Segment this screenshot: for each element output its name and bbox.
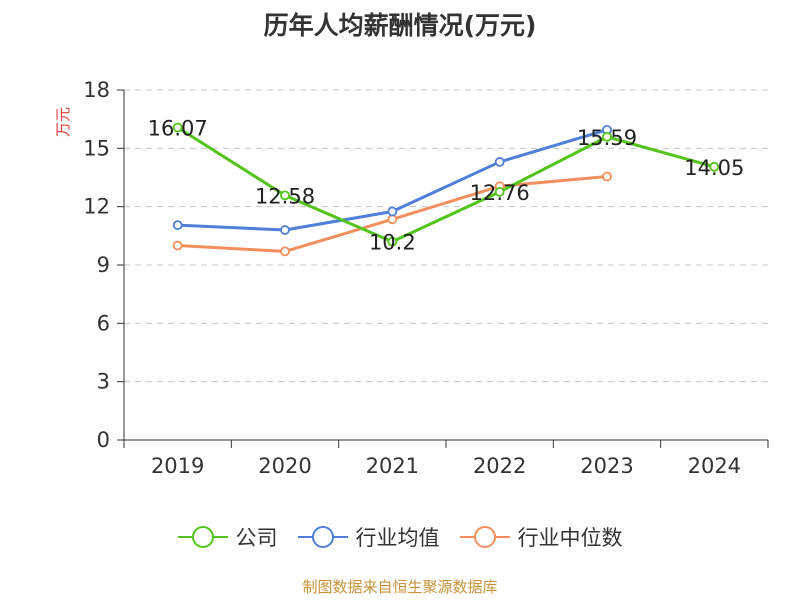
data-point-series-0 bbox=[280, 190, 290, 201]
legend-label-industry-mean: 行业均值 bbox=[355, 526, 440, 550]
legend-swatch-industry-median bbox=[459, 523, 510, 551]
data-label: 15.59 bbox=[577, 126, 637, 150]
y-tick-label: 3 bbox=[97, 370, 110, 394]
data-point-series-0 bbox=[387, 236, 398, 247]
legend-label-company: 公司 bbox=[235, 526, 278, 550]
y-tick-label: 9 bbox=[97, 253, 110, 277]
data-label: 10.2 bbox=[369, 231, 416, 255]
y-tick-label: 6 bbox=[97, 311, 110, 335]
y-axis-label: 万元 bbox=[54, 107, 72, 137]
data-point-series-1 bbox=[172, 220, 183, 231]
legend-item-industry-mean[interactable]: 行业均值 bbox=[297, 522, 440, 552]
legend-dot-industry-mean bbox=[311, 526, 334, 548]
series-line-0 bbox=[176, 126, 716, 244]
x-tick-label: 2024 bbox=[688, 454, 741, 478]
data-label: 12.76 bbox=[470, 181, 530, 205]
x-tick-label: 2022 bbox=[473, 454, 526, 478]
x-tick-label: 2019 bbox=[151, 454, 204, 478]
legend-dot-industry-median bbox=[473, 526, 496, 548]
data-label: 12.58 bbox=[255, 184, 315, 208]
data-point-series-1 bbox=[280, 225, 290, 235]
y-tick-label: 15 bbox=[83, 136, 110, 160]
legend-label-industry-median: 行业中位数 bbox=[517, 526, 623, 550]
x-tick-label: 2020 bbox=[258, 454, 311, 478]
x-tick-label: 2021 bbox=[366, 454, 419, 478]
y-tick-label: 12 bbox=[83, 195, 110, 219]
data-label: 14.05 bbox=[684, 156, 744, 180]
data-point-series-2 bbox=[387, 214, 398, 225]
legend-item-industry-median[interactable]: 行业中位数 bbox=[459, 522, 623, 552]
data-point-series-1 bbox=[387, 206, 398, 217]
legend-swatch-industry-mean bbox=[297, 523, 348, 551]
chart-title: 历年人均薪酬情况(万元) bbox=[263, 11, 537, 40]
data-point-series-0 bbox=[709, 161, 720, 172]
data-point-series-2 bbox=[172, 240, 183, 251]
data-point-series-0 bbox=[494, 186, 505, 197]
y-tick-label: 18 bbox=[83, 78, 110, 102]
data-point-series-2 bbox=[602, 171, 612, 182]
data-point-series-0 bbox=[602, 131, 612, 142]
y-tick-label: 0 bbox=[97, 428, 110, 452]
source-note: 制图数据来自恒生聚源数据库 bbox=[302, 578, 498, 596]
legend-swatch-company bbox=[177, 523, 228, 551]
data-point-series-0 bbox=[172, 122, 183, 133]
x-tick-label: 2023 bbox=[580, 454, 633, 478]
data-point-series-2 bbox=[280, 246, 290, 257]
data-label: 16.07 bbox=[148, 117, 208, 141]
chart-legend: 公司 行业均值 行业中位数 bbox=[0, 522, 800, 552]
legend-dot-company bbox=[191, 526, 214, 548]
data-point-series-1 bbox=[494, 157, 505, 167]
legend-item-company[interactable]: 公司 bbox=[177, 522, 278, 552]
